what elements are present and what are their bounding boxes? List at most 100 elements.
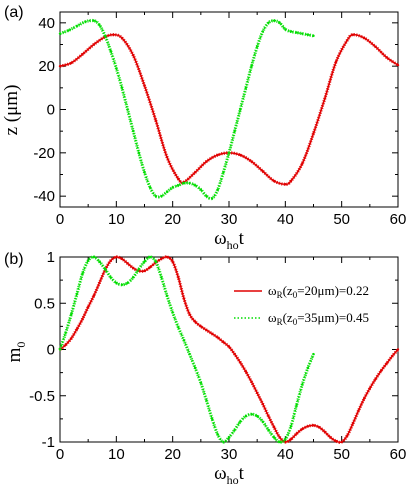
panel-b-series-1-point xyxy=(216,336,219,339)
panel-a-series-2-point xyxy=(278,21,281,25)
panel-b-ytick-label: 1 xyxy=(47,249,55,266)
panel-b-xtick-label: 30 xyxy=(221,446,238,463)
panel-b-series-2-point xyxy=(289,425,293,428)
panel-b-series-2-point xyxy=(109,276,112,279)
panel-b-series-2-point xyxy=(86,259,90,262)
panel-a-series-1-point xyxy=(112,33,115,36)
panel-a-series-2-point xyxy=(115,67,118,70)
panel-b-series-2-point xyxy=(58,348,62,351)
panel-a-series-1-point xyxy=(385,56,388,59)
legend-red-post: =20μm)=0.22 xyxy=(297,283,369,298)
legend-green-pre: ω xyxy=(268,310,277,325)
panel-a-series-2-point xyxy=(137,151,141,155)
panel-a-series-2-point xyxy=(177,184,180,187)
panel-a-xtick-label: 30 xyxy=(221,211,238,228)
panel-a-series-1-point xyxy=(301,162,304,165)
panel-a-series-1-point xyxy=(143,84,146,87)
panel-b-series-2-point xyxy=(132,276,135,279)
panel-a-series-1-point xyxy=(363,36,366,40)
panel-a: (a) 0 10 20 30 40 50 60 -40 -20 0 20 40 ωhot z (μm) xyxy=(1,4,406,252)
panel-a-xtick-label: 10 xyxy=(108,211,125,228)
panel-b-series-2-point xyxy=(210,417,214,421)
panel-a-ylabel: z (μm) xyxy=(1,85,22,136)
panel-b-series-2-point xyxy=(255,414,259,418)
panel-a-series-2-point xyxy=(143,171,146,174)
panel-b-series-1-point xyxy=(165,255,169,259)
panel-a-series-2-point xyxy=(216,188,219,191)
panel-a-series-1-point xyxy=(165,155,169,159)
panel-b-series-1-point xyxy=(351,422,355,425)
panel-a-series-2-point xyxy=(267,21,270,25)
panel-b-series-1-point xyxy=(126,262,129,265)
panel-b-series-1-point xyxy=(379,369,383,372)
panel-a-series-2-point xyxy=(272,19,276,22)
panel-b-series-2-point xyxy=(278,440,281,444)
panel-a-series-1-point xyxy=(120,36,124,40)
panel-a-series-2-point xyxy=(284,28,287,31)
panel-b-series-2-point xyxy=(120,283,124,286)
panel-b-series-1-point xyxy=(98,281,101,285)
panel-b-series-2-point xyxy=(250,413,253,416)
panel-b-series-2-point xyxy=(227,436,231,439)
panel-b-series-2-point xyxy=(182,339,186,342)
panel-a-series-1-point xyxy=(272,179,276,183)
panel-b-series-1-point xyxy=(312,424,315,427)
panel-a-ytick-label: -20 xyxy=(33,145,55,162)
panel-a-ytick-label: -40 xyxy=(33,188,55,205)
legend: ωR(z0=20μm)=0.22 ωR(z0=35μm)=0.45 xyxy=(234,283,369,327)
panel-a-series-2-point xyxy=(244,86,248,90)
panel-b-series-1-point xyxy=(132,266,135,270)
panel-a-series-2-point xyxy=(255,45,259,48)
panel-b-series-2-point xyxy=(98,260,101,263)
panel-b-series-1-point xyxy=(374,377,377,381)
panel-b-series-1-point xyxy=(227,345,231,348)
panel-a-series-2-point xyxy=(301,32,304,35)
panel-a-series-1-point xyxy=(132,54,135,57)
panel-b-series-1-point xyxy=(340,440,343,444)
panel-b-ylabel: m0 xyxy=(4,342,28,363)
panel-b-series-1-point xyxy=(295,432,298,435)
panel-a-series-2-point xyxy=(194,184,197,187)
panel-a-xlabel-sub: ho xyxy=(227,238,239,252)
panel-b-series-1-point xyxy=(86,305,90,309)
panel-b-series-1-point xyxy=(222,340,225,344)
panel-b-series-2-point xyxy=(261,420,264,423)
panel-b-series-1-point xyxy=(160,257,163,261)
panel-a-series-2-point xyxy=(132,129,135,133)
panel-b-series-1-point xyxy=(272,426,276,429)
panel-a-xtick-label: 0 xyxy=(56,211,64,228)
panel-b-series-2-point xyxy=(205,399,208,402)
panel-a-series-2-point xyxy=(58,32,62,35)
panel-b-series-2-markers xyxy=(58,255,315,444)
panel-a-series-2-point xyxy=(199,188,203,191)
panel-b-series-1-point xyxy=(205,328,208,332)
panel-a-series-2-line xyxy=(59,19,314,200)
panel-b-xlabel-t: t xyxy=(239,463,245,484)
panel-b-series-2-point xyxy=(75,292,79,296)
panel-b-series-2-point xyxy=(92,255,96,259)
panel-a-ytick-label: 20 xyxy=(38,58,55,75)
panel-b-series-2-point xyxy=(295,403,298,407)
legend-green-sub2: 0 xyxy=(293,317,298,327)
panel-b-series-2-point xyxy=(177,326,180,329)
panel-b-series-2-point xyxy=(171,311,174,314)
panel-b-series-1-point xyxy=(329,436,332,439)
panel-a-series-2-point xyxy=(295,31,298,34)
panel-b-series-1-point xyxy=(210,332,214,335)
panel-a-series-2-point xyxy=(182,181,186,185)
panel-a-series-1-point xyxy=(374,45,377,48)
legend-red-sub2: 0 xyxy=(293,290,298,300)
panel-b-ytick-label: 0 xyxy=(47,342,55,359)
panel-b-series-2-point xyxy=(272,436,276,439)
panel-b-series-2-point xyxy=(284,438,287,441)
panel-a-series-2-point xyxy=(227,151,231,155)
panel-b-series-2-point xyxy=(188,352,191,356)
panel-a-series-2-point xyxy=(210,197,214,200)
panel-b-xtick-label: 20 xyxy=(164,446,181,463)
panel-a-series-1-point xyxy=(177,177,180,181)
panel-b-series-1-point xyxy=(346,434,349,437)
panel-b-series-1-point xyxy=(120,257,124,261)
legend-red-sub1: R xyxy=(277,290,283,300)
panel-b-series-1-point xyxy=(363,397,366,400)
panel-a-ytick-label: 40 xyxy=(38,15,55,32)
